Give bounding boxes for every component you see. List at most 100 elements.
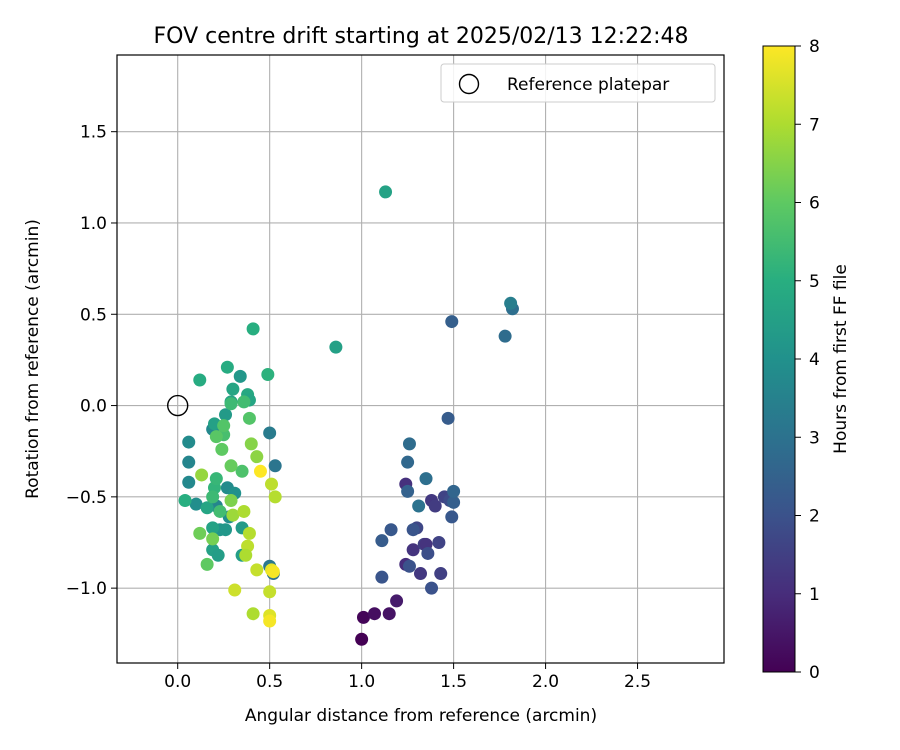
data-point [239, 548, 253, 562]
data-point [233, 369, 247, 383]
data-point [412, 499, 426, 513]
chart-title: FOV centre drift starting at 2025/02/13 … [154, 24, 689, 49]
data-point [250, 450, 264, 464]
data-point [217, 419, 231, 433]
data-point [182, 475, 196, 489]
y-tick-label: 1.5 [80, 123, 107, 143]
data-point [219, 408, 233, 422]
data-point [209, 472, 223, 486]
x-tick-label: 1.5 [440, 672, 467, 692]
data-point [419, 472, 433, 486]
colorbar-gradient [762, 45, 796, 673]
y-axis-label: Rotation from reference (arcmin) [23, 219, 43, 499]
data-point [421, 546, 435, 560]
data-point [213, 504, 227, 518]
x-tick-label: 2.5 [624, 672, 651, 692]
data-point [235, 464, 249, 478]
data-point [406, 523, 420, 537]
y-tick-label: 0.0 [80, 397, 107, 417]
data-point [265, 477, 279, 491]
data-point [355, 632, 369, 646]
data-point [244, 437, 258, 451]
data-point [195, 468, 209, 482]
x-axis-label: Angular distance from reference (arcmin) [245, 706, 597, 726]
legend-label-reference: Reference platepar [507, 75, 669, 95]
data-point [441, 411, 455, 425]
data-point [237, 504, 251, 518]
data-point [402, 559, 416, 573]
y-tick-label: −0.5 [66, 488, 107, 508]
y-tick-label: −1.0 [66, 579, 107, 599]
data-point [375, 570, 389, 584]
data-point [246, 607, 260, 621]
data-point [200, 501, 214, 515]
colorbar-label: Hours from first FF file [831, 264, 851, 454]
data-point [224, 397, 238, 411]
data-point [189, 497, 203, 511]
data-point [220, 360, 234, 374]
colorbar-tick-label: 6 [809, 194, 820, 214]
data-point [268, 459, 282, 473]
colorbar-tick-label: 2 [809, 507, 820, 527]
data-point [329, 340, 343, 354]
data-point [447, 484, 461, 498]
data-point [414, 567, 427, 581]
data-points [178, 185, 519, 646]
data-point [379, 185, 393, 199]
colorbar-tick-label: 0 [809, 663, 820, 683]
data-point [246, 322, 260, 336]
data-point [445, 510, 459, 524]
legend-marker-reference [458, 73, 480, 95]
x-tick-label: 2.0 [532, 672, 559, 692]
colorbar-tick-label: 4 [809, 350, 820, 370]
data-point [242, 411, 256, 425]
data-point [211, 548, 225, 562]
data-point [268, 490, 282, 504]
colorbar-tick-label: 7 [809, 115, 820, 135]
data-point [182, 435, 196, 449]
x-axis-ticks: 0.0 0.5 1.0 1.5 2.0 2.5 [164, 663, 651, 692]
data-point [237, 395, 251, 409]
colorbar: 0 1 2 3 4 5 6 7 8 Hours from first FF file [762, 37, 851, 683]
data-point [242, 526, 256, 540]
data-point [209, 430, 223, 444]
data-point [253, 464, 267, 478]
colorbar-tick-label: 8 [809, 37, 820, 57]
plot-frame [116, 54, 725, 664]
y-tick-label: 1.0 [80, 214, 107, 234]
y-axis-ticks: −1.0 −0.5 0.0 0.5 1.0 1.5 [66, 123, 117, 599]
data-point [263, 585, 277, 599]
colorbar-tick-label: 1 [809, 585, 820, 605]
data-point [263, 614, 277, 628]
data-point [428, 499, 442, 513]
data-point [224, 494, 238, 508]
data-point [406, 543, 420, 557]
data-point [261, 368, 275, 382]
data-point [219, 523, 233, 537]
data-point [368, 607, 382, 621]
data-point [504, 296, 518, 310]
data-point [228, 583, 242, 597]
data-point [401, 484, 415, 498]
data-point [498, 329, 512, 343]
data-point [206, 521, 220, 535]
data-point [182, 455, 196, 469]
data-point [425, 581, 439, 595]
reference-platepar-marker [166, 394, 189, 417]
x-tick-label: 0.0 [164, 672, 191, 692]
data-point [266, 565, 280, 579]
reference-marker-layer [166, 394, 189, 417]
data-point [206, 490, 220, 504]
data-point [375, 534, 389, 548]
data-point [402, 437, 416, 451]
data-point [434, 567, 448, 581]
x-tick-label: 0.5 [256, 672, 283, 692]
data-point [193, 526, 207, 540]
data-point [178, 494, 192, 508]
data-point [382, 607, 396, 621]
data-point [263, 426, 277, 440]
data-point [224, 459, 238, 473]
data-point [390, 594, 404, 608]
data-point [250, 563, 264, 577]
colorbar-ticks: 0 1 2 3 4 5 6 7 8 [795, 37, 820, 683]
